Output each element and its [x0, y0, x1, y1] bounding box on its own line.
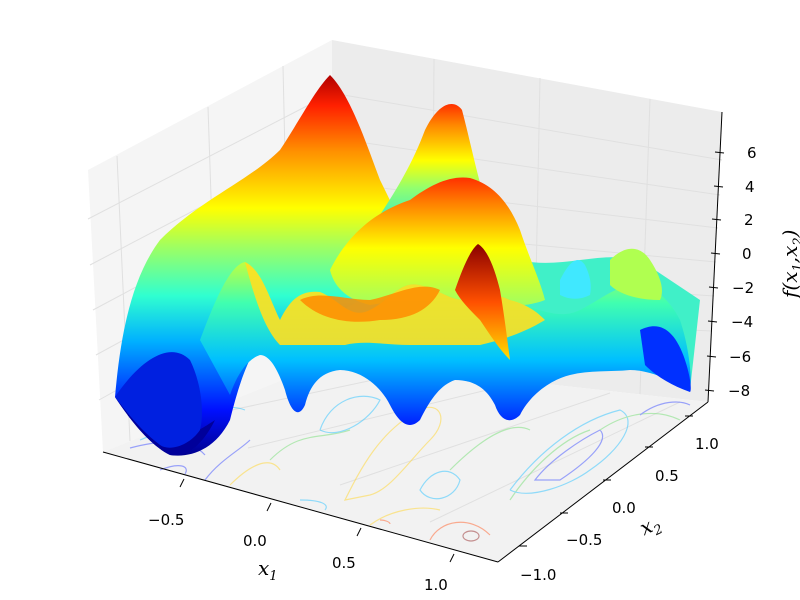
x-axis-ticks — [179, 478, 455, 563]
svg-text:0.0: 0.0 — [243, 532, 267, 550]
z-axis-tick-labels: 6 4 2 0 −2 −4 −6 −8 — [728, 144, 757, 400]
x-axis-tick-labels: −0.5 0.0 0.5 1.0 — [148, 511, 448, 594]
y-axis-ticks — [519, 415, 693, 547]
svg-text:1.0: 1.0 — [424, 576, 448, 594]
z-axis-label: f(x1,x2) — [778, 230, 800, 301]
svg-text:6: 6 — [747, 144, 757, 162]
y-axis-label: x2 — [636, 510, 666, 544]
svg-text:−4: −4 — [731, 313, 753, 331]
axis-lines — [102, 111, 723, 563]
y-axis-line — [497, 401, 709, 563]
surface — [115, 75, 700, 456]
svg-text:−6: −6 — [729, 348, 751, 366]
svg-text:−2: −2 — [732, 279, 754, 297]
floor-pane — [103, 360, 708, 562]
y-axis-tick-labels: −1.0 −0.5 0.0 0.5 1.0 — [520, 435, 719, 584]
svg-text:−1.0: −1.0 — [520, 566, 556, 584]
x-axis-label: x1 — [258, 556, 278, 584]
svg-text:−8: −8 — [728, 382, 750, 400]
svg-text:−0.5: −0.5 — [566, 531, 602, 549]
svg-text:0: 0 — [742, 245, 752, 263]
svg-text:0.5: 0.5 — [332, 554, 356, 572]
svg-text:0.0: 0.0 — [612, 499, 636, 517]
svg-text:4: 4 — [745, 178, 755, 196]
z-axis-line — [707, 111, 723, 403]
svg-text:−0.5: −0.5 — [148, 511, 184, 529]
x-axis-line — [102, 451, 499, 563]
svg-text:2: 2 — [744, 211, 754, 229]
z-axis-ticks — [704, 151, 725, 392]
svg-text:1.0: 1.0 — [695, 435, 719, 453]
svg-text:0.5: 0.5 — [655, 467, 679, 485]
